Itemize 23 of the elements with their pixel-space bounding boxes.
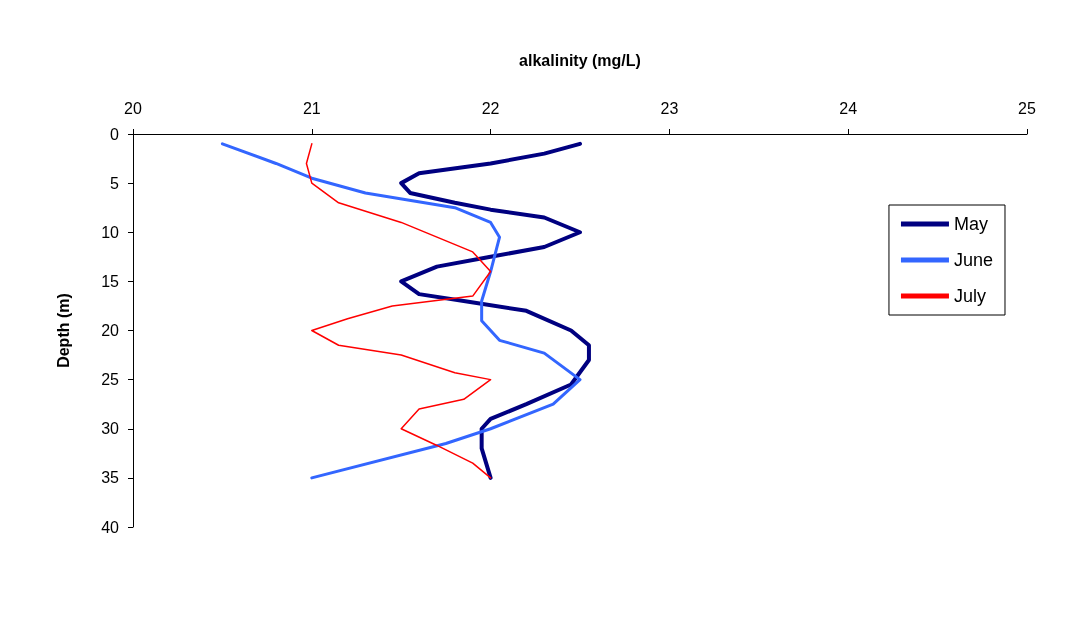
y-tick-label: 30 bbox=[101, 420, 120, 438]
legend-label: May bbox=[953, 214, 988, 234]
legend-label: June bbox=[953, 250, 994, 270]
y-tick-label: 25 bbox=[101, 371, 120, 389]
y-tick-label: 20 bbox=[101, 322, 120, 339]
x-tick-label: 21 bbox=[302, 99, 321, 117]
y-tick-label: 40 bbox=[101, 518, 120, 536]
y-tick-label: 15 bbox=[101, 272, 120, 290]
line-series bbox=[305, 143, 492, 479]
y-tick-label: 35 bbox=[101, 469, 120, 487]
y-tick-label: 5 bbox=[110, 174, 120, 192]
line-series bbox=[399, 141, 591, 480]
x-tick-label: 24 bbox=[839, 99, 858, 117]
x-tick-label: 22 bbox=[481, 99, 500, 117]
x-tick-label: 20 bbox=[124, 99, 142, 117]
legend-label: July bbox=[953, 286, 986, 306]
y-tick-label: 0 bbox=[110, 125, 120, 143]
y-axis-title: Depth (m) bbox=[54, 293, 72, 368]
x-tick-label: 25 bbox=[1018, 99, 1036, 117]
x-tick-label: 23 bbox=[660, 99, 679, 117]
y-tick-label: 10 bbox=[101, 223, 120, 241]
line-series bbox=[220, 142, 582, 480]
x-axis-title: alkalinity (mg/L) bbox=[519, 51, 641, 69]
